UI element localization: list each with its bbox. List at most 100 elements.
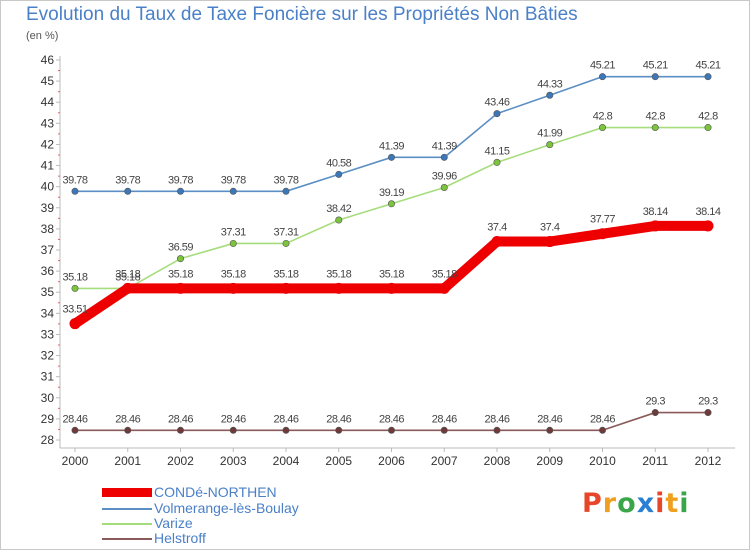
- data-label: 39.19: [379, 187, 404, 199]
- data-point: [440, 153, 448, 161]
- y-tick-label: 28: [41, 433, 55, 447]
- data-label: 35.18: [379, 268, 404, 280]
- data-label: 28.46: [484, 413, 509, 425]
- data-label: 38.14: [643, 206, 668, 218]
- data-point: [546, 141, 554, 149]
- data-point: [493, 110, 501, 118]
- data-label: 28.46: [221, 413, 246, 425]
- y-tick-label: 33: [41, 327, 55, 341]
- data-point: [280, 282, 292, 294]
- legend-swatch: [102, 488, 152, 497]
- data-label: 42.8: [593, 111, 613, 123]
- data-label: 28.46: [168, 413, 193, 425]
- x-tick-label: 2000: [62, 454, 89, 468]
- data-point: [702, 220, 714, 232]
- y-tick-label: 41: [41, 159, 55, 173]
- data-point: [387, 153, 395, 161]
- data-point: [491, 236, 503, 248]
- data-label: 36.59: [168, 242, 193, 254]
- x-tick-label: 2006: [378, 454, 405, 468]
- data-point: [440, 426, 448, 434]
- data-point: [649, 220, 661, 232]
- data-point: [177, 426, 185, 434]
- data-label: 28.46: [379, 413, 404, 425]
- data-point: [229, 187, 237, 195]
- data-label: 28.46: [62, 413, 87, 425]
- data-label: 41.39: [379, 140, 404, 152]
- data-point: [71, 284, 79, 292]
- x-tick-label: 2005: [325, 454, 352, 468]
- data-label: 40.58: [326, 157, 351, 169]
- data-label: 28.46: [537, 413, 562, 425]
- data-point: [282, 239, 290, 247]
- chart-title: Evolution du Taux de Taxe Foncière sur l…: [26, 4, 578, 25]
- data-point: [282, 187, 290, 195]
- data-label: 35.18: [115, 268, 140, 280]
- x-tick-label: 2011: [642, 454, 668, 468]
- data-label: 45.21: [590, 60, 615, 72]
- data-label: 37.31: [221, 226, 246, 238]
- y-tick-label: 36: [41, 264, 55, 278]
- y-tick-label: 46: [41, 53, 55, 67]
- y-tick-label: 30: [41, 391, 55, 405]
- data-point: [282, 426, 290, 434]
- data-point: [598, 426, 606, 434]
- data-label: 43.46: [484, 97, 509, 109]
- data-label: 35.18: [326, 268, 351, 280]
- data-label: 28.46: [273, 413, 298, 425]
- data-point: [335, 170, 343, 178]
- y-tick-label: 38: [41, 222, 55, 236]
- data-point: [597, 228, 608, 240]
- data-label: 37.31: [273, 226, 298, 238]
- data-label: 35.18: [432, 268, 457, 280]
- data-point: [177, 187, 185, 195]
- data-point: [333, 282, 345, 294]
- data-label: 35.18: [115, 271, 140, 283]
- y-tick-label: 35: [41, 285, 55, 299]
- data-label: 39.78: [168, 174, 193, 186]
- data-point: [598, 73, 606, 81]
- data-label: 28.46: [432, 413, 457, 425]
- data-point: [438, 282, 450, 294]
- x-tick-label: 2001: [114, 454, 141, 468]
- data-point: [71, 426, 79, 434]
- data-point: [704, 409, 712, 417]
- data-point: [387, 426, 395, 434]
- data-point: [69, 318, 81, 330]
- data-point: [229, 426, 237, 434]
- logo-letter: o: [617, 488, 637, 519]
- logo-letter: i: [679, 488, 690, 519]
- data-point: [493, 426, 501, 434]
- data-point: [229, 239, 237, 247]
- logo-letter: r: [602, 488, 618, 519]
- data-label: 41.15: [484, 145, 509, 157]
- data-point: [335, 216, 343, 224]
- data-point: [335, 426, 343, 434]
- data-label: 42.8: [698, 111, 718, 123]
- legend-label: Varize: [154, 515, 193, 531]
- data-label: 42.8: [646, 111, 666, 123]
- data-label: 35.18: [221, 268, 246, 280]
- y-tick-label: 43: [41, 116, 55, 130]
- data-point: [387, 200, 395, 208]
- data-label: 45.21: [643, 60, 668, 72]
- data-label: 41.99: [537, 128, 562, 140]
- data-point: [544, 236, 556, 248]
- data-point: [124, 187, 132, 195]
- y-tick-label: 37: [41, 243, 55, 257]
- x-tick-label: 2002: [167, 454, 194, 468]
- data-label: 38.42: [326, 203, 351, 215]
- data-point: [704, 124, 712, 132]
- data-label: 39.78: [62, 174, 87, 186]
- data-point: [227, 282, 239, 294]
- y-tick-label: 45: [41, 74, 55, 88]
- logo-letter: x: [636, 488, 656, 519]
- data-point: [71, 187, 79, 195]
- data-label: 35.18: [273, 268, 298, 280]
- data-point: [598, 124, 606, 132]
- data-point: [704, 73, 712, 81]
- data-label: 45.21: [695, 60, 720, 72]
- proxiti-logo: Proxiti: [582, 488, 690, 519]
- x-tick-label: 2004: [273, 454, 300, 468]
- y-tick-label: 32: [41, 349, 55, 363]
